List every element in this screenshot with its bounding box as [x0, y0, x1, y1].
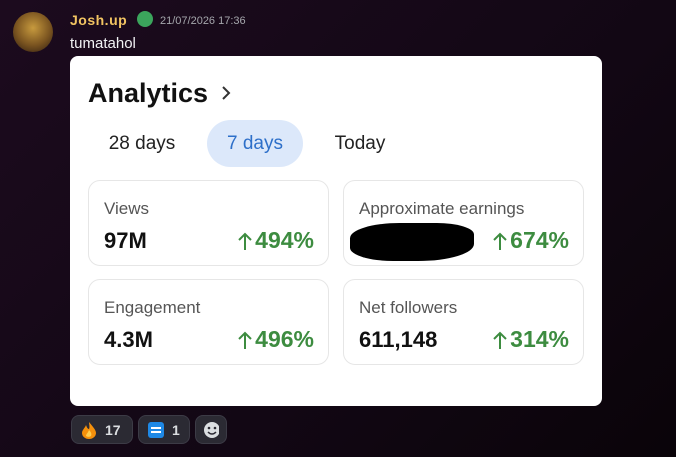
metric-change: 314% — [493, 326, 569, 353]
metric-label: Net followers — [359, 298, 458, 317]
reaction-count: 1 — [172, 421, 180, 438]
metric-value: 611,148 — [359, 327, 438, 352]
metric-value: 4.3M — [104, 327, 153, 352]
custom-emoji — [148, 421, 164, 438]
image-card[interactable]: Analytics 28 days 7 days Today Views 97M… — [70, 56, 602, 406]
up-arrow — [238, 331, 252, 349]
metric-card: Net followers 611,148 314% — [343, 279, 584, 365]
message-text: tumatahol — [70, 35, 136, 52]
timestamp: 21/07/2026 17:36 — [160, 15, 246, 27]
change-text: 674% — [510, 227, 569, 253]
author[interactable]: Josh.up — [70, 12, 128, 28]
fire-emoji — [82, 421, 96, 439]
smiley-icon — [204, 421, 219, 438]
metric-card: Views 97M 494% — [88, 180, 329, 266]
up-arrow — [238, 232, 252, 250]
metric-label: Views — [104, 199, 150, 218]
tab[interactable]: 28 days — [108, 133, 176, 154]
metric-card: Approximate earnings 674% — [343, 180, 584, 266]
metric-change: 674% — [493, 227, 569, 254]
redaction — [350, 223, 474, 261]
change-text: 494% — [255, 227, 314, 253]
metric-card: Engagement 4.3M 496% — [88, 279, 329, 365]
avatar[interactable] — [13, 12, 53, 52]
card-title: Analytics — [88, 78, 209, 108]
chevron — [222, 86, 231, 100]
metric-change: 496% — [238, 326, 314, 353]
badge — [137, 11, 153, 27]
change-text: 314% — [510, 326, 569, 352]
metric-label: Engagement — [104, 298, 201, 317]
reaction[interactable]: 1 — [138, 415, 190, 444]
change-text: 496% — [255, 326, 314, 352]
reaction[interactable]: 17 — [71, 415, 133, 444]
tab-active[interactable]: 7 days — [207, 120, 303, 167]
metric-value: 97M — [104, 228, 147, 253]
metric-label: Approximate earnings — [359, 199, 525, 218]
metric-change: 494% — [238, 227, 314, 254]
up-arrow — [493, 232, 507, 250]
up-arrow — [493, 331, 507, 349]
reaction-count: 17 — [105, 421, 121, 438]
add-reaction[interactable] — [195, 415, 227, 444]
tab[interactable]: Today — [334, 133, 386, 154]
